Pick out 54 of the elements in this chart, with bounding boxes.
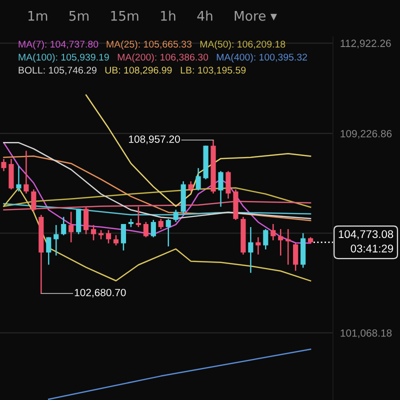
candlestick [90, 224, 96, 241]
candlestick [46, 236, 52, 266]
text: LB: 103,195.59 [180, 66, 246, 75]
candlestick [188, 180, 194, 192]
candlestick [278, 228, 284, 256]
candlestick [68, 211, 74, 243]
text: MA(400): 100,395.32 [216, 53, 307, 63]
text: MA(25): 105,665.33 [106, 40, 192, 50]
y-tick-label: 101,068.18 [340, 329, 392, 338]
y-tick-label: 112,922.26 [340, 40, 391, 48]
candlestick [196, 167, 201, 192]
candlestick [158, 218, 164, 230]
line-series [3, 156, 312, 222]
candlestick [226, 170, 231, 200]
candlestick [98, 229, 104, 240]
candlestick [166, 218, 171, 248]
text: UB: 108,296.99 [105, 66, 172, 75]
candlestick [16, 165, 22, 192]
candlestick [256, 236, 261, 256]
text: More ▾ [234, 11, 277, 21]
text: MA(7): 104,737.80 [18, 40, 98, 50]
candlestick [31, 188, 36, 212]
text: 15m [111, 11, 138, 21]
candlestick [270, 223, 276, 241]
candlestick [143, 221, 148, 238]
annotation: 108,957.20 [129, 135, 180, 144]
text: 1h [161, 10, 176, 21]
candlestick [54, 224, 59, 256]
text: 5m [69, 11, 88, 21]
candlestick [248, 226, 254, 274]
line-series [3, 200, 312, 211]
candlestick [61, 216, 66, 236]
line-series [85, 94, 312, 207]
candlestick [1, 158, 6, 172]
candlestick [218, 170, 224, 208]
candlestick [113, 234, 119, 246]
text: MA(100): 105,939.19 [18, 53, 109, 63]
text: BOLL: 105,746.29 [18, 66, 96, 75]
text: 1m [28, 11, 48, 21]
candlestick [84, 206, 89, 235]
candlestick [24, 150, 29, 194]
candlestick [293, 242, 298, 272]
text: MA(50): 106,209.18 [200, 40, 286, 50]
candlestick [286, 228, 291, 266]
candlestick [136, 206, 141, 228]
candlestick [150, 219, 156, 238]
annotation: 102,680.70 [74, 288, 126, 298]
y-tick-label: 109,226.86 [340, 130, 392, 139]
candlestick [106, 229, 112, 244]
ref-line-label: 104,773.08 03:41:29 [338, 230, 394, 252]
text: MA(200): 106,386.30 [118, 53, 208, 63]
candlestick [263, 228, 268, 250]
text: 4h [197, 10, 212, 21]
candlestick [120, 223, 126, 252]
